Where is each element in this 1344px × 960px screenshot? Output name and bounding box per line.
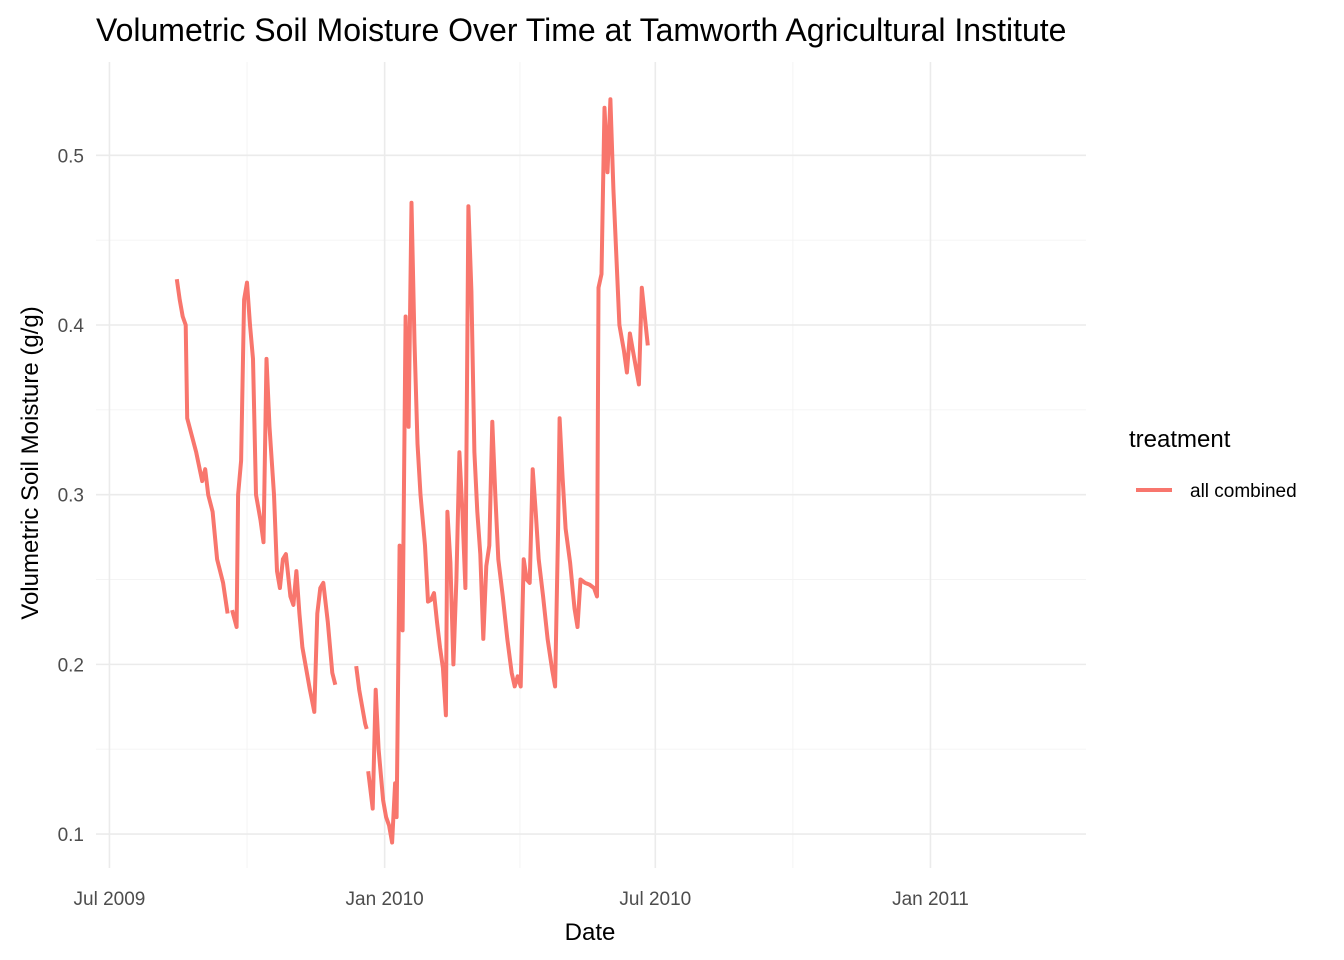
y-tick-label: 0.3	[58, 486, 84, 507]
legend-label-all-combined: all combined	[1190, 481, 1297, 502]
y-tick-label: 0.5	[58, 146, 84, 167]
x-tick-label: Jul 2009	[74, 889, 146, 910]
x-tick-labels: Jul 2009 Jan 2010 Jul 2010 Jan 2011	[74, 889, 969, 910]
x-tick-label: Jul 2010	[619, 889, 691, 910]
y-tick-label: 0.4	[58, 316, 85, 337]
y-tick-label: 0.1	[58, 825, 84, 846]
chart-title: Volumetric Soil Moisture Over Time at Ta…	[96, 12, 1066, 48]
y-tick-labels: 0.1 0.2 0.3 0.4 0.5	[58, 146, 85, 846]
legend: treatment all combined	[1129, 426, 1297, 502]
legend-title: treatment	[1129, 426, 1231, 453]
y-axis-title: Volumetric Soil Moisture (g/g)	[17, 306, 44, 619]
series-line-segment	[366, 97, 650, 845]
series-line-segment	[354, 665, 369, 730]
y-tick-label: 0.2	[58, 655, 84, 676]
x-axis-title: Date	[565, 919, 616, 946]
series-line-segment	[230, 280, 338, 714]
major-gridlines	[96, 62, 1086, 868]
series-layer	[174, 97, 650, 845]
minor-gridlines	[96, 62, 1086, 868]
x-tick-label: Jan 2011	[892, 889, 969, 910]
series-line-segment	[174, 278, 230, 614]
x-tick-label: Jan 2010	[346, 889, 424, 910]
